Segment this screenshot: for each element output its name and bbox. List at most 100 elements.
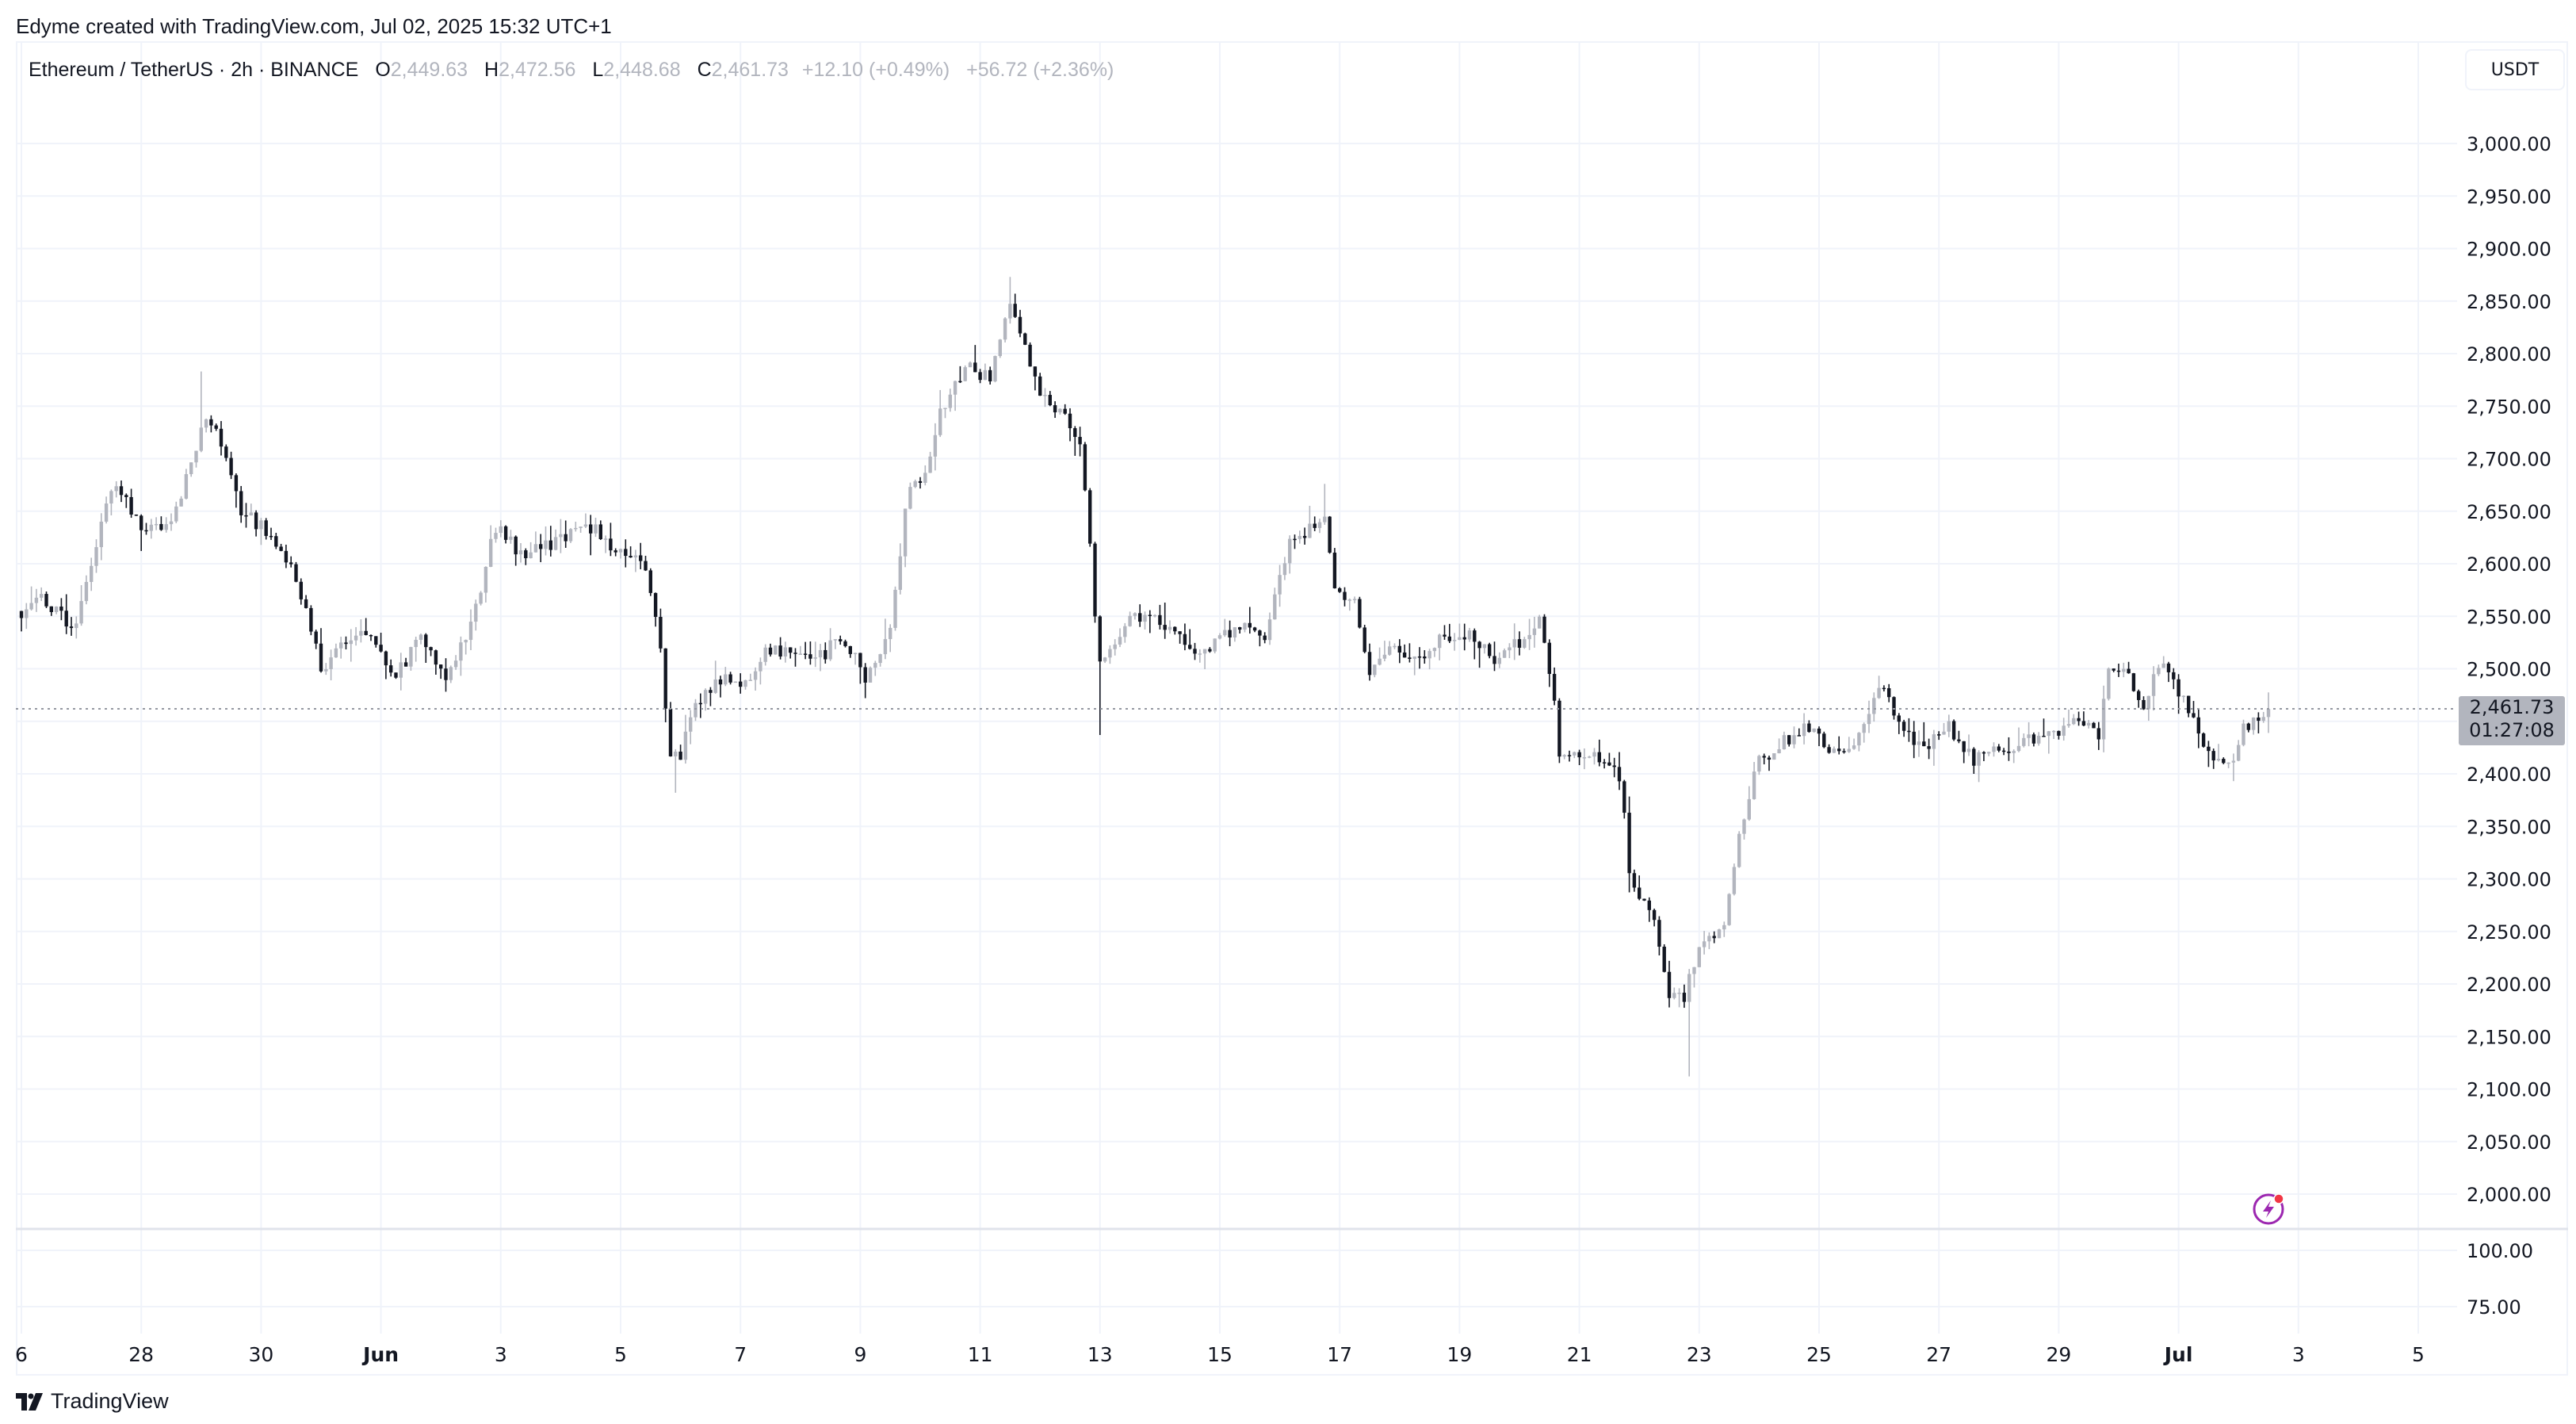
candle <box>19 611 24 632</box>
chart-credit: Edyme created with TradingView.com, Jul … <box>16 14 612 38</box>
candle <box>324 663 328 676</box>
candle <box>1937 731 1941 741</box>
candle <box>933 423 938 471</box>
high-value: 2,472.56 <box>499 59 576 81</box>
candle-body <box>1477 641 1481 649</box>
candle <box>1488 642 1492 659</box>
candle <box>1557 698 1561 764</box>
candle <box>2087 720 2091 729</box>
candle <box>659 608 663 653</box>
candle-body <box>1837 748 1841 752</box>
candle-body <box>778 645 782 656</box>
candle-body <box>653 592 658 618</box>
candle-body <box>2031 734 2036 744</box>
candle <box>2137 689 2141 708</box>
candle <box>1712 931 1716 944</box>
candle <box>1592 748 1596 765</box>
candle-body <box>803 653 808 655</box>
candle <box>1103 656 1107 664</box>
candle <box>414 636 418 662</box>
candle-body <box>1582 757 1587 759</box>
candle-body <box>2047 731 2050 737</box>
candle <box>403 657 408 667</box>
candle-body <box>29 603 33 610</box>
candle <box>1802 713 1806 745</box>
time-tick: 13 <box>1087 1343 1113 1366</box>
candle-body <box>1588 756 1592 758</box>
candle <box>1313 516 1317 531</box>
candle <box>1732 863 1737 896</box>
candle-body <box>1512 639 1516 648</box>
candle-body <box>689 717 693 732</box>
candle-body <box>394 672 398 678</box>
candle-body <box>668 708 673 756</box>
candle <box>1792 726 1796 748</box>
candle <box>598 520 602 540</box>
candle-body <box>613 550 617 553</box>
candle-body <box>234 475 239 492</box>
candle-body <box>1143 614 1147 622</box>
candle <box>1567 750 1572 762</box>
candle <box>743 679 747 690</box>
candle <box>1113 639 1117 656</box>
candle-body <box>124 495 128 497</box>
candle <box>1692 967 1696 988</box>
symbol-title[interactable]: Ethereum / TetherUS · 2h · BINANCE <box>29 59 359 81</box>
candle-body <box>114 486 118 492</box>
candle <box>514 535 518 566</box>
candle-body <box>1807 723 1811 733</box>
candle-body <box>474 603 478 622</box>
alert-lightning-icon[interactable] <box>2253 1193 2284 1225</box>
candle <box>90 557 94 591</box>
candle-body <box>194 450 198 463</box>
candle-body <box>853 653 858 655</box>
candle <box>868 666 873 683</box>
candle <box>84 575 89 605</box>
candle-body <box>444 668 448 680</box>
candle-body <box>1827 747 1831 753</box>
candle <box>1423 650 1427 664</box>
candle-body <box>1782 735 1787 749</box>
candle <box>2081 711 2086 726</box>
candle-body <box>409 647 413 667</box>
candle-body <box>239 491 243 515</box>
candle-body <box>219 428 224 447</box>
candle-body <box>109 491 113 504</box>
tradingview-logo[interactable]: TradingView <box>16 1389 169 1414</box>
candle <box>1068 408 1072 442</box>
candle-body <box>494 533 498 539</box>
candle-body <box>2201 733 2206 747</box>
candle-body <box>2177 679 2180 697</box>
candle-body <box>908 487 912 509</box>
candle <box>299 578 303 605</box>
candle-body <box>1048 395 1052 406</box>
candle <box>1907 718 1911 742</box>
candle-body <box>34 597 39 603</box>
candle <box>1812 728 1816 733</box>
candle-body <box>1767 757 1771 760</box>
volume-axis: 100.00 75.00 <box>16 1240 2533 1319</box>
candle-body <box>1343 591 1347 600</box>
candle-body <box>629 556 633 558</box>
symbol-legend[interactable]: Ethereum / TetherUS · 2h · BINANCE O2,44… <box>29 59 1114 82</box>
candle-body <box>694 702 698 718</box>
candle <box>1188 629 1192 650</box>
candle <box>1152 614 1157 618</box>
candle <box>468 609 473 650</box>
candle-body <box>2101 699 2106 740</box>
candle <box>1373 664 1377 678</box>
candle-body <box>374 636 378 645</box>
candle <box>768 643 773 657</box>
candle-body <box>354 635 358 641</box>
candle-body <box>324 668 328 672</box>
candle-body <box>94 547 98 566</box>
candle <box>509 530 513 544</box>
currency-button[interactable]: USDT <box>2465 49 2565 90</box>
candle <box>2037 732 2041 746</box>
candle <box>294 561 298 583</box>
candle <box>2211 748 2215 769</box>
candle-body <box>1408 657 1412 659</box>
candle <box>848 645 852 658</box>
candle <box>144 523 148 535</box>
